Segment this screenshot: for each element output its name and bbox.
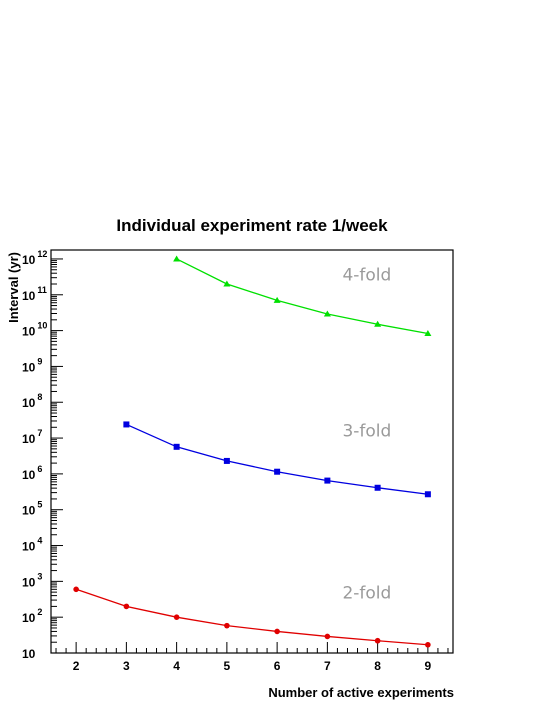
y-tick-label: 10 11 <box>22 285 47 303</box>
y-tick-label: 10 8 <box>22 392 42 410</box>
x-tick-label: 8 <box>374 659 381 673</box>
annotation-layer: 4-fold 3-fold 2-fold <box>342 266 391 604</box>
series-annotation: 2-fold <box>342 584 391 604</box>
y-tick-label: 10 9 <box>22 356 42 374</box>
y-tick-base: 10 <box>22 575 36 589</box>
y-tick-label: 10 4 <box>22 536 42 554</box>
x-tick-label: 5 <box>224 659 231 673</box>
y-tick-exponent: 6 <box>37 464 42 474</box>
data-point-square <box>123 421 130 428</box>
data-point-circle <box>173 614 180 620</box>
y-tick-label: 10 2 <box>22 607 42 625</box>
y-tick-label: 10 3 <box>22 571 42 589</box>
series-line <box>75 588 428 646</box>
series-annotation: 3-fold <box>342 422 391 442</box>
data-point-triangle <box>374 320 382 327</box>
x-tick-label: 2 <box>73 659 80 673</box>
y-axis-label: Interval (yr) <box>6 252 21 323</box>
x-tick-label: 6 <box>274 659 281 673</box>
series-4-fold <box>173 255 432 336</box>
y-tick-exponent: 2 <box>37 607 42 617</box>
y-tick-label: 10 7 <box>22 428 42 446</box>
series-3-fold <box>123 421 431 498</box>
series-2-fold <box>73 586 431 648</box>
y-tick-exponent: 9 <box>37 356 42 366</box>
y-tick-base: 10 <box>22 504 36 518</box>
plot-frame <box>50 249 454 654</box>
data-point-circle <box>73 586 79 593</box>
y-tick-base: 10 <box>22 540 36 554</box>
y-tick-exponent: 5 <box>37 500 42 510</box>
x-tick-label: 4 <box>173 659 180 673</box>
plot-border <box>50 249 454 654</box>
y-tick-label: 10 12 <box>22 249 47 267</box>
data-point-triangle <box>273 296 281 303</box>
y-tick-base: 10 <box>22 611 36 625</box>
x-tick-label: 3 <box>123 659 130 673</box>
y-tick-base: 10 <box>22 253 36 267</box>
y-tick-base: 10 <box>22 325 36 339</box>
y-tick-label: 10 10 <box>22 321 47 339</box>
y-tick-base: 10 <box>22 396 36 410</box>
data-point-circle <box>425 641 431 648</box>
y-tick-base: 10 <box>22 647 36 661</box>
chart-title: Individual experiment rate 1/week <box>116 216 388 235</box>
x-tick-label: 9 <box>425 659 432 673</box>
y-tick-exponent: 7 <box>37 428 42 438</box>
data-point-square <box>223 457 230 464</box>
y-tick-exponent: 8 <box>37 392 42 402</box>
data-point-square <box>374 484 381 491</box>
data-point-triangle <box>173 255 181 262</box>
data-point-square <box>173 443 180 450</box>
y-tick-exponent: 12 <box>37 249 47 259</box>
y-tick-label: 10 6 <box>22 464 42 482</box>
y-tick-exponent: 10 <box>37 321 47 331</box>
y-tick-exponent: 11 <box>37 285 47 295</box>
y-tick-base: 10 <box>22 468 36 482</box>
data-point-circle <box>324 633 331 640</box>
data-point-square <box>324 477 331 484</box>
x-axis-label: Number of active experiments <box>268 685 454 700</box>
y-tick-base: 10 <box>22 289 36 303</box>
data-point-circle <box>374 637 381 644</box>
data-point-triangle <box>424 329 432 336</box>
data-point-square <box>274 468 281 475</box>
y-tick-base: 10 <box>22 360 36 374</box>
series-layer <box>73 255 432 648</box>
y-tick-label: 10 5 <box>22 500 42 518</box>
data-point-triangle <box>323 310 331 317</box>
x-axis: 2 3 4 5 6 7 8 9 <box>55 642 449 673</box>
y-tick-label: 10 <box>22 647 36 661</box>
x-tick-label: 7 <box>324 659 331 673</box>
data-point-triangle <box>223 280 231 287</box>
y-tick-exponent: 4 <box>37 536 42 546</box>
y-tick-base: 10 <box>22 432 36 446</box>
series-annotation: 4-fold <box>342 266 391 286</box>
y-tick-exponent: 3 <box>37 571 42 581</box>
data-point-circle <box>123 603 130 610</box>
data-point-circle <box>274 628 280 635</box>
data-point-circle <box>224 622 230 629</box>
data-point-square <box>424 491 431 498</box>
series-line <box>176 258 428 335</box>
